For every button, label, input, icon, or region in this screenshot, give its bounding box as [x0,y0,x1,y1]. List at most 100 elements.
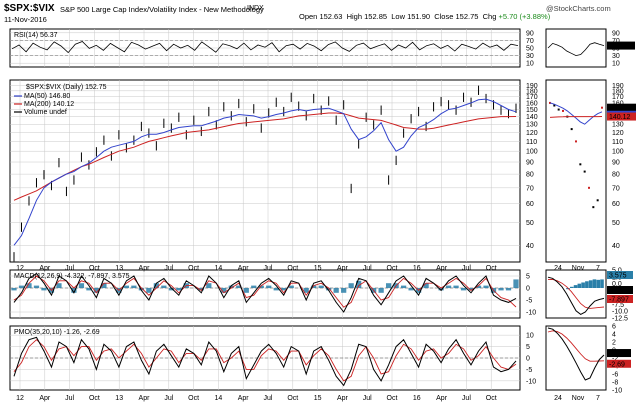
bottom-x-axis-label: Jul [164,395,173,402]
macd-histogram-bar [445,285,452,288]
macd-histogram-bar [86,288,92,291]
tick-label-pmo: 10 [526,333,534,340]
x-axis-label: Jul [462,265,471,272]
zoom-tick-label-rsi: 30 [612,53,620,60]
bottom-x-axis-label: Oct [89,395,100,402]
bottom-x-axis-label: Jul [363,395,372,402]
ohlc-readout: Open 152.63 High 152.85 Low 151.90 Close… [299,12,550,21]
legend-label: MA(50) 146.80 [24,93,70,100]
bottom-x-axis-label: 16 [413,395,421,402]
zoom-tick-label-rsi: 90 [612,30,620,37]
x-axis-label: Apr [39,265,51,272]
x-axis-label: Oct [287,265,298,272]
zoom-price-bar [579,163,582,166]
zoom-macd-histogram-bar [577,283,582,288]
x-axis-label: Jul [363,265,372,272]
price-title: $SPX:$VIX (Daily) 152.75 [26,84,107,91]
bottom-zoom-x-axis-label: 24 [554,395,562,402]
macd-histogram-bar [258,285,264,288]
bottom-x-axis-label: 12 [16,395,24,402]
tick-label-price: 190 [526,83,538,90]
tick-label-price: 40 [526,243,534,250]
zoom-price-bar [562,109,564,112]
tick-label-pmo: -5 [526,367,532,374]
legend-label: Volume undef [24,109,67,116]
macd-histogram-bar [505,288,512,291]
macd-histogram-bar [408,288,414,291]
zoom-macd-histogram-bar [588,280,593,288]
bottom-x-axis-label: Apr [139,395,151,402]
zoom-frame-pmo [545,325,607,391]
bottom-zoom-x-axis-label: Nov [572,395,585,402]
macd-histogram-bar [423,283,429,288]
bottom-x-axis-label: Apr [337,395,349,402]
tick-label-price: 150 [526,107,538,114]
macd-histogram-bar [348,283,354,288]
zoom-tick-label-pmo: -6 [612,372,618,379]
zoom-pmo-line [547,327,605,381]
zoom-tick-label-pmo: 6 [612,324,616,331]
chg-value: +5.70 (+3.88%) [498,12,551,21]
macd-histogram-bar [513,279,519,288]
pmo-line [13,336,517,387]
macd-histogram-bar [161,285,167,288]
macd-histogram-bar [341,288,347,293]
x-axis-label: Oct [89,265,100,272]
zoom-macd-histogram-bar [596,279,601,288]
zoom-tick-label-pmo: 2 [612,340,616,347]
tick-label-rsi: 90 [526,30,534,37]
macd-histogram-bar [26,283,32,288]
zoom-price-bar [596,199,599,202]
high-value: 152.85 [364,12,388,21]
zoom-tick-label-price: 170 [612,94,624,101]
tick-label-price: 70 [526,185,534,192]
macd-histogram-bar [311,285,317,288]
tick-label-price: 50 [526,220,534,227]
macd-histogram-bar [71,288,77,293]
zoom-tick-label-price: 100 [612,149,624,156]
pmo-title: PMO(35,20,10) -1.26, -2.69 [14,329,100,336]
ma50-line [13,98,517,246]
rsi-value-badge-text: 56.37 [609,43,627,50]
tick-label-price: 100 [526,149,538,156]
tick-label-price: 90 [526,160,534,167]
x-axis-label: Jul [65,265,74,272]
zoom-tick-label-macd: -7.5 [612,302,624,309]
tick-label-price: 160 [526,100,538,107]
price-value-badge-text: 140.12 [609,114,631,121]
zoom-tick-label-macd: 0.0 [612,281,622,288]
macd-histogram-bar [93,288,100,293]
zoom-tick-label-pmo: -8 [612,380,618,387]
x-axis-label: Oct [188,265,199,272]
x-axis-label: Jul [164,265,173,272]
zoom-tick-label-price: 60 [612,201,620,208]
macd-histogram-bar [33,285,40,288]
zoom-tick-label-price: 110 [612,139,623,146]
bottom-x-axis-label: Oct [387,395,398,402]
ma200-line [13,112,517,201]
macd-histogram-bar [243,288,249,293]
macd-histogram-bar [303,288,309,293]
bottom-x-axis-label: 13 [115,395,123,402]
zoom-price-bar [553,104,556,107]
tick-label-price: 110 [526,139,537,146]
x-axis-label: 14 [215,265,223,272]
zoom-tick-label-pmo: -2 [612,356,618,363]
zoom-tick-label-price: 70 [612,185,620,192]
x-axis-label: 12 [16,265,24,272]
macd-histogram-bar [288,285,294,288]
macd-histogram-bar [400,285,407,288]
price-value-badge [607,112,636,121]
tick-label-price: 170 [526,94,538,101]
zoom-tick-label-price: 40 [612,243,620,250]
zoom-tick-label-macd: -12.5 [612,316,628,323]
x-axis-label: Oct [486,265,497,272]
zoom-pmo-signal-line [547,330,605,362]
tick-label-macd: -5 [526,298,532,305]
zoom-x-axis-label: Nov [572,265,585,272]
macd-histogram-bar [236,285,242,288]
bottom-x-axis-label: Apr [436,395,448,402]
zoom-price-bar [557,108,560,111]
macd-histogram-bar [78,283,85,288]
zoom-x-axis-label: 7 [596,265,600,272]
